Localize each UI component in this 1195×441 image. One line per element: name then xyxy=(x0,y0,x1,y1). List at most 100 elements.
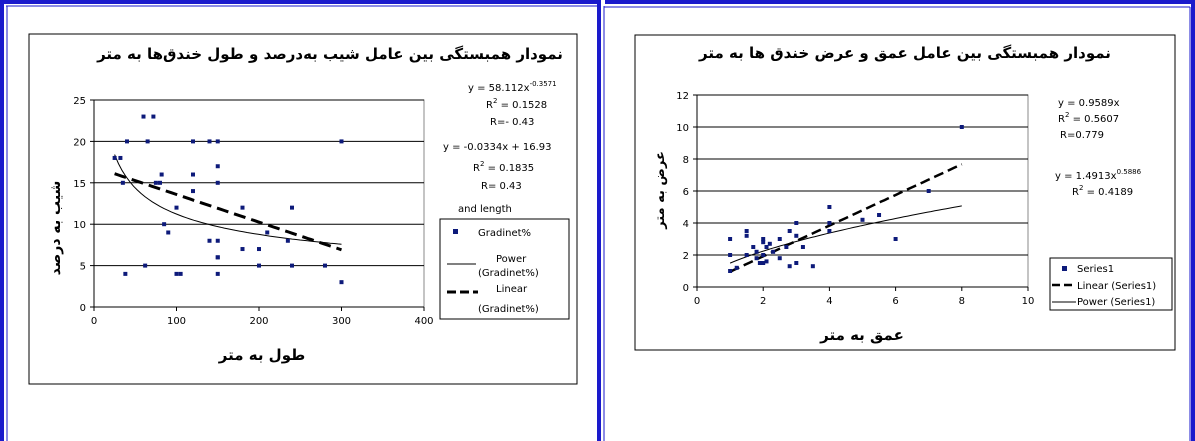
chart-right-xtick-label: 2 xyxy=(760,296,766,307)
chart-left-data-point xyxy=(339,280,344,285)
chart-right-data-point xyxy=(754,256,759,261)
chart-left-power-r: R=- 0.43 xyxy=(490,117,534,128)
chart-right-linear-r: R=0.779 xyxy=(1060,130,1104,141)
chart-right-data-point xyxy=(771,249,776,254)
chart-left-annotations: y = 58.112x-0.3571 R2 = 0.1528 R=- 0.43 … xyxy=(443,80,557,215)
chart-right-data-point xyxy=(734,265,739,270)
chart-left-linear-eq: y = -0.0334x + 16.93 xyxy=(443,142,552,153)
chart-right-data-point xyxy=(761,237,766,241)
chart-left-legend-label-power: Power xyxy=(496,254,527,265)
chart-right-data-point xyxy=(794,221,799,225)
chart-left-linear-r: R= 0.43 xyxy=(481,181,522,192)
chart-left-y-ticks: 0 5 10 15 20 25 xyxy=(73,96,94,314)
chart-left-data-point xyxy=(215,238,220,243)
chart-left-legend-label-linear-2: (Gradinet%) xyxy=(478,304,539,315)
chart-left-data-point xyxy=(240,247,245,252)
chart-left-data-point xyxy=(265,230,270,235)
chart-left: نمودار همبستگی بین عامل شیب به‌درصد و طو… xyxy=(28,33,578,385)
chart-right-power-eq-text: y = 1.4913x xyxy=(1055,171,1117,182)
chart-right-power-r2-label: R xyxy=(1072,187,1079,198)
chart-right-data-point xyxy=(787,229,792,233)
chart-right-data-point xyxy=(810,264,815,269)
chart-left-data-point xyxy=(257,263,261,268)
chart-right-data-point xyxy=(744,253,749,257)
chart-right-data-point xyxy=(777,237,782,241)
chart-left-power-r2-sup: 2 xyxy=(493,97,497,105)
chart-right-data-point xyxy=(744,233,749,238)
chart-left-data-point xyxy=(290,263,294,268)
chart-left-data-point xyxy=(323,263,327,268)
chart-right-ytick-label: 8 xyxy=(683,155,689,166)
chart-right-data-point xyxy=(794,261,799,265)
chart-left-data-point xyxy=(123,271,128,276)
chart-left-ytick-label: 20 xyxy=(73,137,86,148)
chart-left-legend-box xyxy=(439,218,570,320)
chart-right-xtick-label: 10 xyxy=(1022,296,1035,307)
chart-left-data-point xyxy=(145,139,150,144)
chart-right-linear-r2-sup: 2 xyxy=(1065,111,1069,119)
chart-left-power-r2-value: = 0.1528 xyxy=(497,100,547,111)
chart-right-data-point xyxy=(787,264,792,269)
chart-left-power-trendline xyxy=(114,154,342,245)
chart-left-data-point xyxy=(141,114,146,119)
chart-left-xlabel: طول به متر xyxy=(218,346,305,364)
chart-right-data-point xyxy=(761,261,766,265)
chart-left-data-point xyxy=(290,205,294,210)
chart-left-data-point xyxy=(215,255,220,260)
chart-left-data-point xyxy=(159,172,164,177)
chart-right-linear-r2-value: = 0.5607 xyxy=(1069,114,1119,125)
chart-right-data-point xyxy=(926,189,931,193)
chart-right-data-point xyxy=(728,237,733,241)
chart-left-data-point xyxy=(215,164,220,169)
chart-right-data-point xyxy=(757,261,762,265)
chart-right-power-eq: y = 1.4913x0.5886 xyxy=(1055,168,1142,182)
chart-left-ytick-label: 10 xyxy=(73,220,86,231)
chart-right-legend-label-power: Power (Series1) xyxy=(1077,297,1155,308)
chart-left-data-point xyxy=(191,189,195,194)
chart-right-power-exponent: 0.5886 xyxy=(1117,168,1142,176)
chart-left-linear-r2-value: = 0.1835 xyxy=(484,163,534,174)
chart-right-xlabel: عمق به متر xyxy=(819,326,904,344)
chart-right-ytick-label: 0 xyxy=(683,283,689,294)
chart-left-title: نمودار همبستگی بین عامل شیب به‌درصد و طو… xyxy=(96,45,563,63)
chart-right-data-point xyxy=(728,269,733,273)
chart-right-legend-label-linear: Linear (Series1) xyxy=(1077,281,1156,292)
chart-left-linear-r2: R2 = 0.1835 xyxy=(473,160,534,174)
chart-right-linear-trendline xyxy=(729,163,963,273)
chart-right-title: نمودار همبستگی بین عامل عمق و عرض خندق ه… xyxy=(698,44,1111,62)
chart-left-xtick-label: 0 xyxy=(91,316,97,327)
chart-left-legend-label-linear: Linear xyxy=(496,284,528,295)
chart-right-legend: Series1 Linear (Series1) Power (Series1) xyxy=(1049,257,1173,311)
chart-left-ytick-label: 15 xyxy=(73,179,86,190)
chart-right-data-point xyxy=(877,213,882,217)
chart-right-xtick-label: 6 xyxy=(892,296,898,307)
chart-right-legend-marker-points xyxy=(1062,266,1067,271)
chart-left-data-point xyxy=(153,180,158,185)
chart-left-data-point xyxy=(162,222,167,227)
chart-right-data-point xyxy=(860,217,865,222)
chart-left-power-eq-text: y = 58.112x xyxy=(468,83,530,94)
chart-left-data-point xyxy=(207,139,212,144)
chart-right: نمودار همبستگی بین عامل عمق و عرض خندق ه… xyxy=(634,34,1176,351)
chart-left-data-point xyxy=(191,139,195,144)
chart-left-data-point xyxy=(125,139,129,144)
chart-right-power-trendline xyxy=(729,205,962,264)
chart-right-xtick-label: 0 xyxy=(694,296,700,307)
chart-right-linear-r2: R2 = 0.5607 xyxy=(1058,111,1119,125)
chart-right-ylabel: عرض به متر xyxy=(653,151,668,230)
chart-left-data-point xyxy=(143,263,148,268)
chart-right-ytick-label: 6 xyxy=(683,187,689,198)
chart-right-data-point xyxy=(827,221,832,225)
chart-left-xtick-label: 100 xyxy=(167,316,186,327)
chart-right-data-point xyxy=(893,237,898,241)
chart-right-data-point xyxy=(751,245,756,249)
chart-left-data-point xyxy=(215,271,220,276)
chart-right-data-point xyxy=(767,241,772,246)
chart-right-data-point xyxy=(764,245,769,249)
chart-right-data-point xyxy=(827,229,832,233)
chart-left-data-point xyxy=(191,172,195,177)
chart-right-data-point xyxy=(728,253,733,257)
chart-left-linear-r2-sup: 2 xyxy=(480,160,484,168)
chart-left-data-point xyxy=(240,205,245,210)
chart-left-data-point xyxy=(151,114,156,119)
